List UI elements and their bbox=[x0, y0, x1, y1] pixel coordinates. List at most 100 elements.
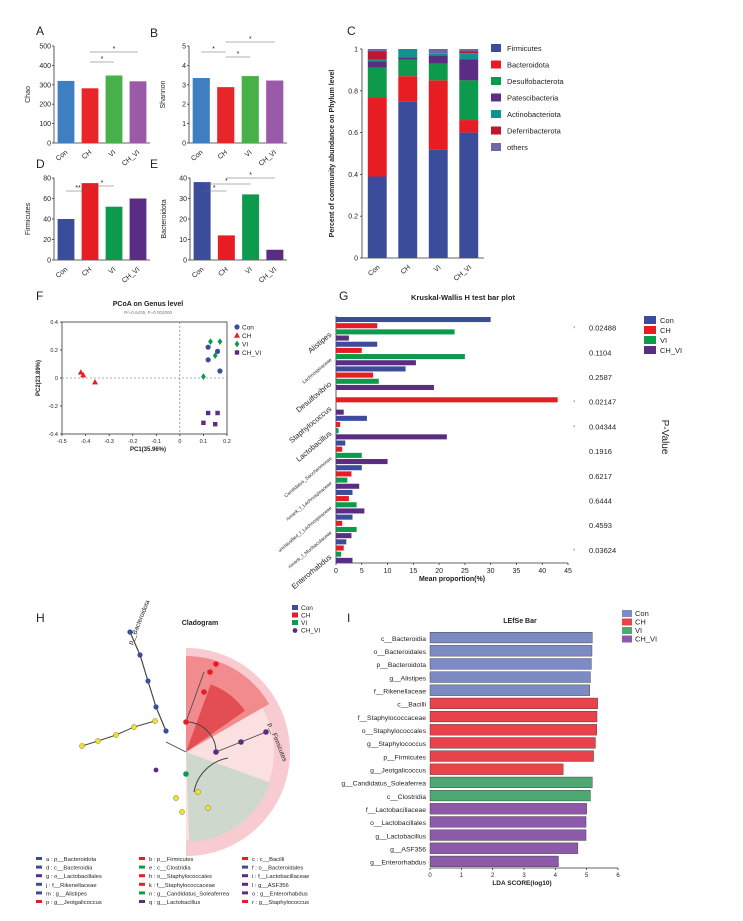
x-tick-label: -0.4 bbox=[81, 439, 90, 445]
sig-star: * bbox=[573, 425, 576, 431]
x-tick-label: CH_VI bbox=[121, 149, 141, 168]
legend-label: CH_VI bbox=[635, 635, 657, 644]
legend-swatch bbox=[36, 891, 42, 895]
node bbox=[205, 805, 211, 811]
category-label: c__Bacilli bbox=[397, 702, 426, 709]
legend-entry-g: g : o__Lactobacillales bbox=[46, 874, 102, 880]
y-tick-label: 0.6 bbox=[348, 130, 358, 137]
legend-label: VI bbox=[242, 342, 248, 349]
point-CH bbox=[92, 379, 98, 385]
x-tick-label: Con bbox=[367, 264, 381, 278]
chart-I: LEfSe Bar 0 1 2 3 4 5 6 LDA SCORE(log10) c__Bacte… bbox=[341, 609, 657, 887]
y-tick-label: 3 bbox=[182, 82, 186, 89]
legend-entry-f: f : o__Bacteroidales bbox=[252, 866, 303, 872]
category-label: Candidatus_Saccharimonas bbox=[283, 456, 333, 500]
bar-segment-Actinobacteriota bbox=[428, 53, 448, 56]
category-label: g__Alistipes bbox=[389, 675, 426, 682]
y-tick-label: 20 bbox=[43, 237, 51, 244]
legend-swatch bbox=[622, 627, 632, 634]
chart-B: 0 1 2 3 4 5 Shannon Con CH VI CH_VI * * * bbox=[160, 36, 287, 168]
y-tick-label: 0.8 bbox=[348, 88, 358, 95]
bar-segment-others bbox=[459, 49, 479, 52]
legend-label: VI bbox=[660, 336, 667, 345]
bar-Con bbox=[336, 317, 491, 323]
bar-CH_VI bbox=[429, 829, 587, 841]
node-CH_VI bbox=[238, 739, 244, 745]
legend-entry-m: m : g__Alistipes bbox=[46, 891, 87, 897]
bar-CH_VI bbox=[336, 384, 434, 390]
bar-segment-Bacteroidota bbox=[398, 76, 418, 102]
bar-CH bbox=[336, 471, 352, 477]
panel-letter-H: H bbox=[36, 611, 45, 625]
chart-F: PCoA on Genus level R²=0.6435, P=0.002000… bbox=[36, 301, 261, 453]
legend-label: Desulfobacterota bbox=[507, 77, 565, 86]
bar-CH bbox=[429, 763, 564, 775]
chart-title: Kruskal-Wallis H test bar plot bbox=[411, 293, 515, 302]
y-tick-label: 0.2 bbox=[50, 348, 58, 354]
y-tick-label: 200 bbox=[39, 102, 51, 109]
panel-letter-I: I bbox=[347, 611, 350, 625]
x-tick-label: 3 bbox=[522, 873, 526, 879]
x-tick-label: 0 bbox=[178, 439, 181, 445]
p-value-axis-label: P-Value bbox=[659, 420, 670, 455]
legend-swatch bbox=[36, 865, 42, 869]
legend-label: Bacteroidota bbox=[507, 61, 550, 70]
x-axis-label: Mean proportion(%) bbox=[419, 576, 485, 583]
node-Con bbox=[153, 704, 159, 710]
p-value: 0.02488 bbox=[589, 324, 616, 333]
x-tick-label: 40 bbox=[538, 568, 546, 575]
panel-letter-G: G bbox=[339, 289, 348, 303]
x-tick-label: 45 bbox=[564, 568, 572, 575]
branch bbox=[147, 680, 157, 708]
legend-marker bbox=[234, 324, 240, 330]
y-tick-label: 4 bbox=[182, 63, 186, 70]
bar-CH bbox=[429, 737, 596, 749]
panel-letter-A: A bbox=[36, 24, 44, 38]
node-Con bbox=[127, 629, 133, 635]
legend-swatch bbox=[622, 635, 632, 643]
y-tick-label: 10 bbox=[179, 237, 187, 244]
sig-star: * bbox=[249, 172, 252, 179]
legend-label: Actinobacteriota bbox=[507, 110, 562, 119]
legend-swatch bbox=[242, 865, 248, 869]
category-label: o__Lactobacillales bbox=[370, 820, 427, 827]
legend-entry-r: r : g__Staphylococcus bbox=[252, 900, 309, 906]
branch bbox=[139, 654, 149, 682]
legend-entry-k: k : f__Staphylococcaceae bbox=[149, 883, 215, 889]
legend-swatch bbox=[139, 865, 145, 869]
category-label: g__Lactobacillus bbox=[375, 833, 426, 840]
branch bbox=[185, 721, 217, 753]
node-CH bbox=[183, 719, 189, 725]
bar-CH_VI bbox=[429, 803, 587, 815]
bar-Con bbox=[429, 658, 592, 670]
node bbox=[173, 795, 179, 801]
chart-subtitle: R²=0.6435, P=0.002000 bbox=[124, 310, 173, 315]
bar-Con bbox=[336, 514, 353, 520]
bar-VI bbox=[105, 75, 123, 143]
sig-star: * bbox=[213, 185, 216, 192]
bar-CH_VI bbox=[266, 80, 284, 143]
bar-CH bbox=[429, 750, 594, 762]
bar-CH_VI bbox=[429, 842, 579, 854]
bar-segment-others bbox=[367, 49, 387, 52]
sig-star: * bbox=[225, 178, 228, 185]
point-CH_VI bbox=[215, 410, 220, 416]
x-tick-label: CH bbox=[81, 149, 93, 161]
legend-marker bbox=[292, 605, 298, 610]
point-Con bbox=[217, 368, 223, 374]
bar-CH bbox=[336, 520, 343, 526]
point-CH_VI bbox=[205, 410, 211, 416]
y-tick-label: 1 bbox=[354, 47, 358, 54]
point-CH bbox=[77, 369, 84, 375]
chart-A: 0 100 200 300 400 500 Chao Con CH VI CH_VI * * bbox=[25, 44, 150, 168]
bar-CH_VI bbox=[336, 508, 365, 514]
x-tick-label: CH_VI bbox=[258, 266, 278, 285]
legend-entry-n: n : g__Candidatus_Soleaferrea bbox=[149, 891, 230, 897]
x-axis-label: PC1(35.96%) bbox=[130, 447, 166, 453]
x-tick-label: CH_VI bbox=[453, 264, 473, 283]
node bbox=[179, 809, 185, 815]
y-tick-label: 100 bbox=[39, 121, 51, 128]
x-tick-label: CH bbox=[217, 266, 229, 278]
